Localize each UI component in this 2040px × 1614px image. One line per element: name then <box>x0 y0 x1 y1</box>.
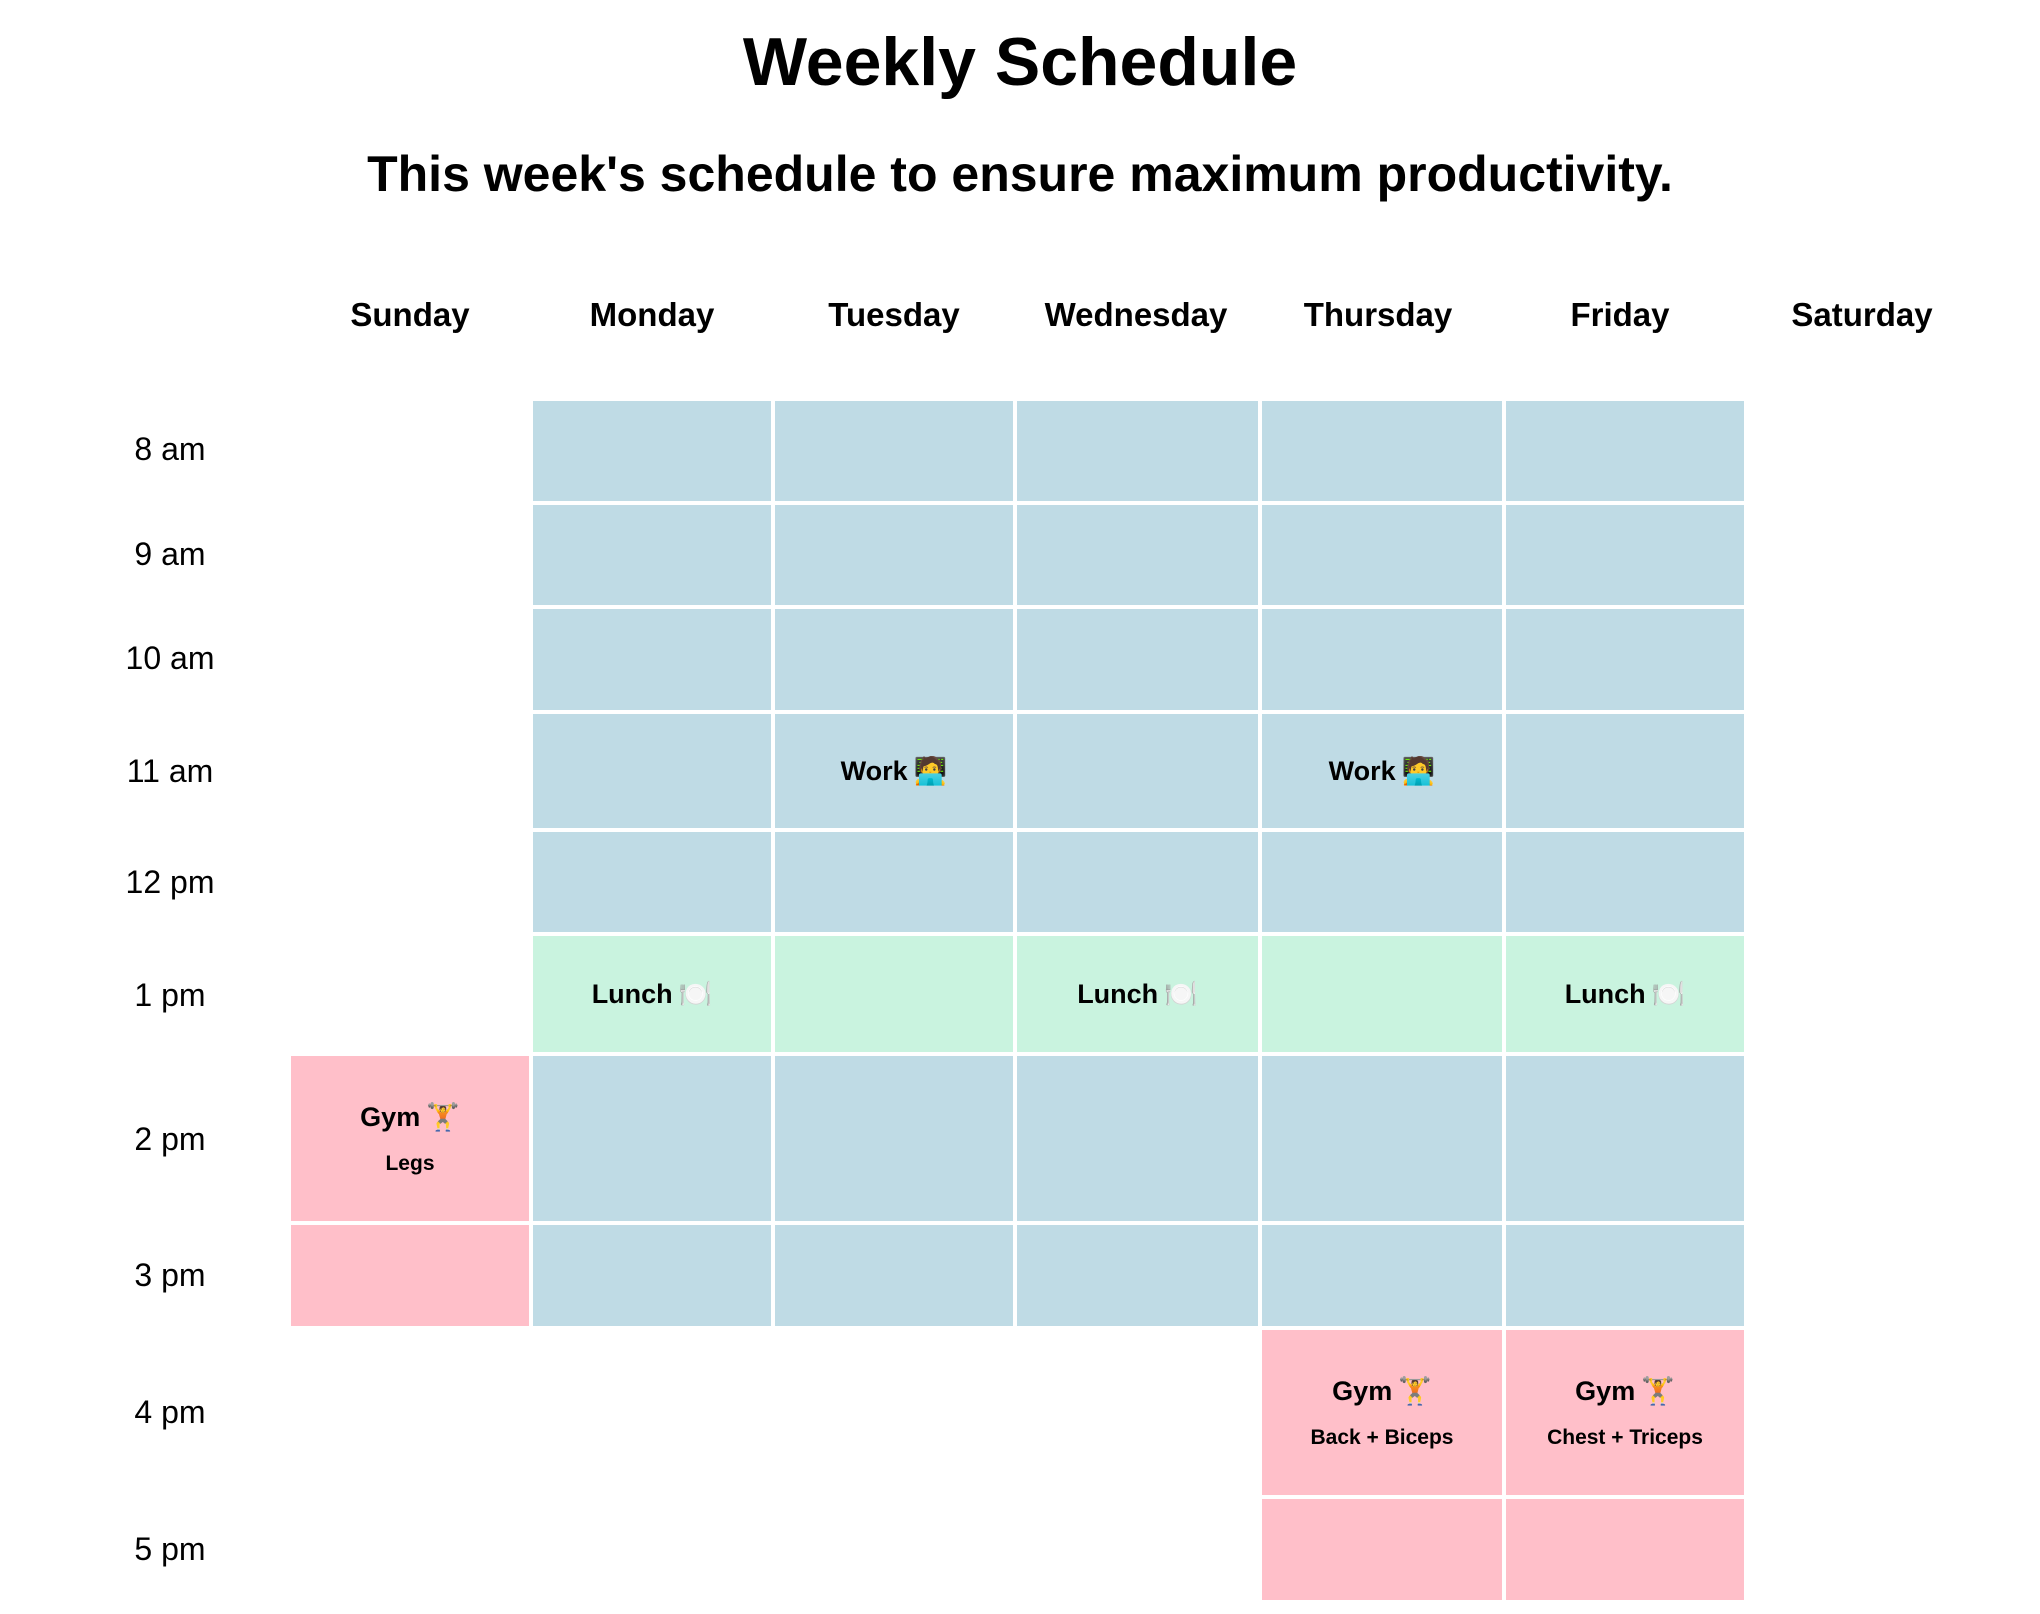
cell-thursday-2pm[interactable] <box>1262 1056 1502 1221</box>
time-label-4pm: 4 pm <box>134 1394 206 1430</box>
cell-tuesday-1pm[interactable] <box>775 936 1013 1052</box>
event-title: Lunch 🍽️ <box>592 977 713 1011</box>
cell-thursday-8am[interactable] <box>1262 401 1502 501</box>
cell-wednesday-1pm[interactable]: Lunch 🍽️ <box>1017 936 1258 1052</box>
cell-friday-10am[interactable] <box>1506 609 1744 710</box>
cell-wednesday-12pm[interactable] <box>1017 832 1258 932</box>
event-title-text: Gym <box>360 1101 421 1132</box>
cell-thursday-3pm[interactable] <box>1262 1225 1502 1326</box>
cell-sunday-2pm[interactable]: Gym 🏋️ Legs <box>291 1056 529 1221</box>
cell-thursday-4pm[interactable]: Gym 🏋️ Back + Biceps <box>1262 1330 1502 1495</box>
cell-tuesday-12pm[interactable] <box>775 832 1013 932</box>
time-label-2pm: 2 pm <box>134 1121 206 1157</box>
event-detail: Legs <box>385 1151 435 1175</box>
event-title: Gym 🏋️ <box>360 1100 460 1134</box>
event-title: Work 🧑‍💻 <box>1329 754 1436 788</box>
plate-icon: 🍽️ <box>1164 979 1198 1009</box>
time-label-12pm: 12 pm <box>125 864 215 900</box>
cell-thursday-5pm[interactable] <box>1262 1499 1502 1600</box>
plate-icon: 🍽️ <box>1651 979 1686 1009</box>
event-title: Lunch 🍽️ <box>1565 977 1686 1011</box>
cell-friday-2pm[interactable] <box>1506 1056 1744 1221</box>
event-title: Lunch 🍽️ <box>1077 977 1198 1011</box>
day-header-monday: Monday <box>589 296 715 333</box>
time-label-1pm: 1 pm <box>134 977 206 1013</box>
cell-monday-1pm[interactable]: Lunch 🍽️ <box>533 936 771 1052</box>
cell-tuesday-11am[interactable]: Work 🧑‍💻 <box>775 714 1013 828</box>
cell-wednesday-8am[interactable] <box>1017 401 1258 501</box>
time-label-8am: 8 am <box>134 431 206 467</box>
plate-icon: 🍽️ <box>678 979 713 1009</box>
cell-wednesday-10am[interactable] <box>1017 609 1258 710</box>
page-title: Weekly Schedule <box>742 24 1298 100</box>
cell-tuesday-9am[interactable] <box>775 505 1013 605</box>
cell-friday-9am[interactable] <box>1506 505 1744 605</box>
event-title-text: Work <box>840 756 908 786</box>
cell-thursday-10am[interactable] <box>1262 609 1502 710</box>
time-label-3pm: 3 pm <box>134 1257 206 1293</box>
cell-friday-11am[interactable] <box>1506 714 1744 828</box>
cell-tuesday-3pm[interactable] <box>775 1225 1013 1326</box>
cell-friday-3pm[interactable] <box>1506 1225 1744 1326</box>
event-title-text: Gym <box>1332 1375 1393 1406</box>
event-title-text: Gym <box>1575 1375 1636 1406</box>
cell-tuesday-10am[interactable] <box>775 609 1013 710</box>
weightlifter-icon: 🏋️ <box>1398 1375 1432 1406</box>
time-label-10am: 10 am <box>125 640 215 676</box>
cell-sunday-3pm[interactable] <box>291 1225 529 1326</box>
weightlifter-icon: 🏋️ <box>1641 1375 1675 1406</box>
cell-monday-2pm[interactable] <box>533 1056 771 1221</box>
cell-monday-11am[interactable] <box>533 714 771 828</box>
technologist-icon: 🧑‍💻 <box>1401 756 1436 786</box>
cell-friday-5pm[interactable] <box>1506 1499 1744 1600</box>
day-header-tuesday: Tuesday <box>828 296 960 333</box>
cell-tuesday-8am[interactable] <box>775 401 1013 501</box>
cell-thursday-1pm[interactable] <box>1262 936 1502 1052</box>
cell-thursday-9am[interactable] <box>1262 505 1502 605</box>
cell-thursday-12pm[interactable] <box>1262 832 1502 932</box>
cell-monday-8am[interactable] <box>533 401 771 501</box>
time-label-5pm: 5 pm <box>134 1531 206 1567</box>
cell-friday-12pm[interactable] <box>1506 832 1744 932</box>
cell-monday-9am[interactable] <box>533 505 771 605</box>
cell-monday-12pm[interactable] <box>533 832 771 932</box>
event-detail: Back + Biceps <box>1310 1425 1454 1449</box>
day-header-friday: Friday <box>1570 296 1670 333</box>
event-title-text: Lunch <box>1077 979 1159 1009</box>
event-detail: Chest + Triceps <box>1547 1425 1703 1449</box>
event-title-text: Work <box>1328 756 1396 786</box>
event-title: Work 🧑‍💻 <box>841 754 948 788</box>
cell-thursday-11am[interactable]: Work 🧑‍💻 <box>1262 714 1502 828</box>
event-title: Gym 🏋️ <box>1332 1374 1432 1408</box>
cell-tuesday-2pm[interactable] <box>775 1056 1013 1221</box>
cell-monday-10am[interactable] <box>533 609 771 710</box>
technologist-icon: 🧑‍💻 <box>913 756 948 786</box>
event-title-text: Lunch <box>591 979 673 1009</box>
cell-wednesday-2pm[interactable] <box>1017 1056 1258 1221</box>
time-label-9am: 9 am <box>134 536 206 572</box>
cell-friday-4pm[interactable]: Gym 🏋️ Chest + Triceps <box>1506 1330 1744 1495</box>
day-header-wednesday: Wednesday <box>1044 296 1228 333</box>
day-header-thursday: Thursday <box>1303 296 1453 333</box>
event-title-text: Lunch <box>1564 979 1646 1009</box>
cell-friday-1pm[interactable]: Lunch 🍽️ <box>1506 936 1744 1052</box>
page-subtitle: This week's schedule to ensure maximum p… <box>367 146 1673 202</box>
cell-wednesday-11am[interactable] <box>1017 714 1258 828</box>
cell-friday-8am[interactable] <box>1506 401 1744 501</box>
event-title: Gym 🏋️ <box>1575 1374 1675 1408</box>
cell-monday-3pm[interactable] <box>533 1225 771 1326</box>
day-header-sunday: Sunday <box>350 296 470 333</box>
cell-wednesday-9am[interactable] <box>1017 505 1258 605</box>
day-header-saturday: Saturday <box>1791 296 1933 333</box>
weightlifter-icon: 🏋️ <box>426 1101 460 1132</box>
time-label-11am: 11 am <box>126 753 214 789</box>
cell-wednesday-3pm[interactable] <box>1017 1225 1258 1326</box>
